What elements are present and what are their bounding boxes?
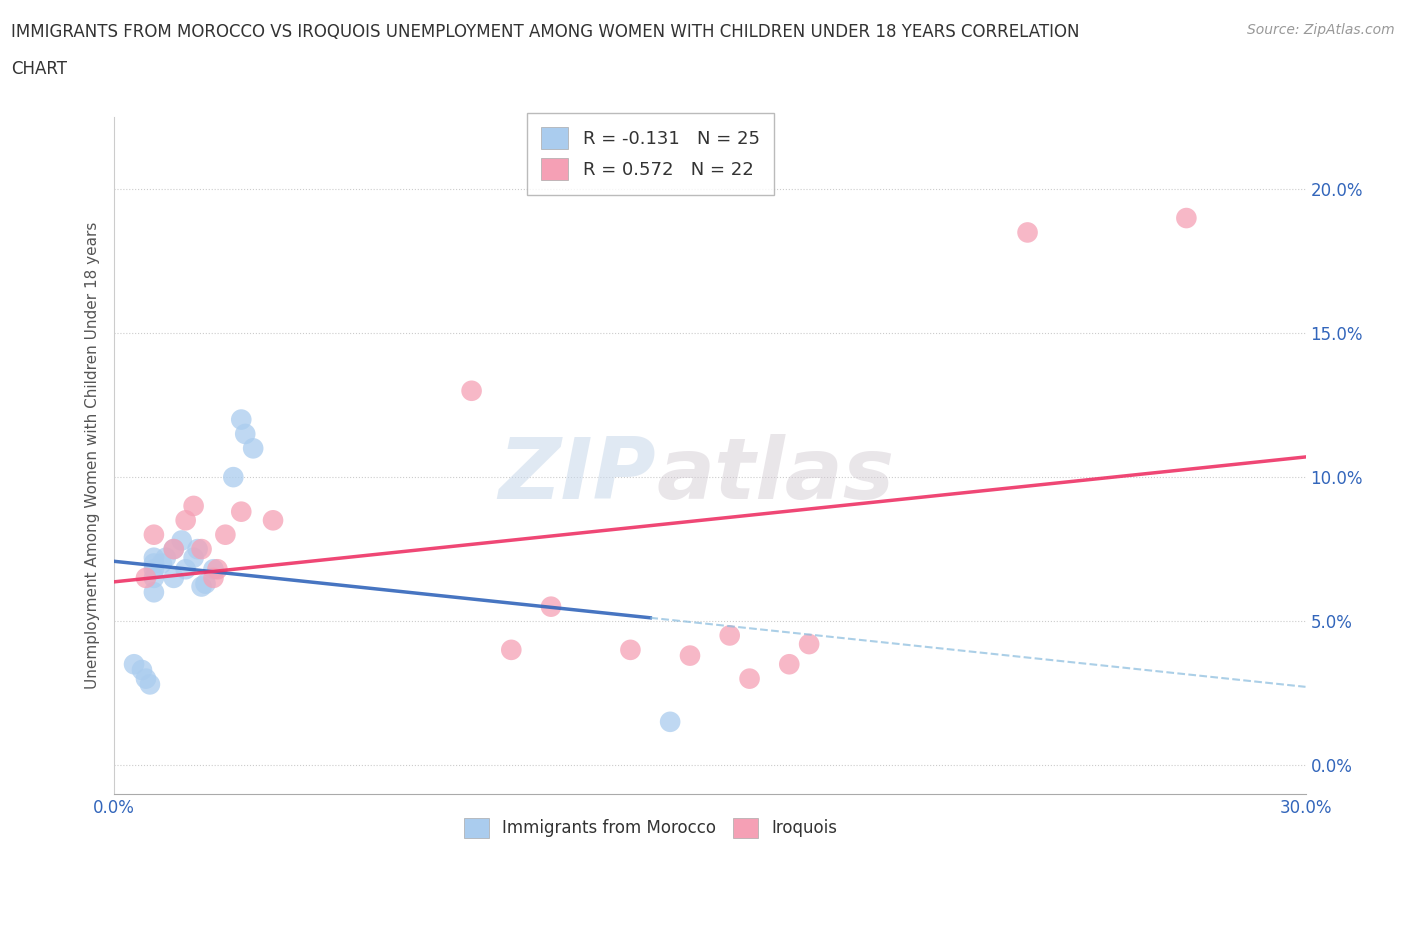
Point (1175, 210, 1198, 225)
Point (778, 657, 800, 671)
Point (540, 599, 562, 614)
Point (163, 541, 186, 556)
Point (187, 541, 209, 556)
Y-axis label: Unemployment Among Women with Children Under 18 years: Unemployment Among Women with Children U… (86, 222, 100, 689)
Point (142, 527, 165, 542)
Point (135, 570, 157, 585)
Point (797, 637, 820, 652)
Point (183, 498, 205, 513)
Text: Source: ZipAtlas.com: Source: ZipAtlas.com (1247, 23, 1395, 37)
Point (460, 383, 482, 398)
Point (619, 643, 641, 658)
Point (190, 579, 212, 594)
Point (207, 562, 229, 577)
Point (738, 671, 761, 686)
Point (170, 533, 193, 548)
Point (202, 570, 225, 585)
Point (222, 470, 245, 485)
Text: atlas: atlas (657, 434, 894, 517)
Point (233, 427, 256, 442)
Point (122, 657, 145, 671)
Point (150, 556, 173, 571)
Text: ZIP: ZIP (499, 434, 657, 517)
Point (142, 585, 165, 600)
Point (231, 412, 253, 427)
Point (242, 441, 264, 456)
Point (142, 570, 165, 585)
Point (718, 628, 741, 643)
Point (174, 562, 197, 577)
Point (501, 643, 523, 658)
Point (1017, 225, 1039, 240)
Point (183, 551, 205, 565)
Point (139, 677, 162, 692)
Legend: Immigrants from Morocco, Iroquois: Immigrants from Morocco, Iroquois (456, 809, 845, 846)
Point (659, 714, 682, 729)
Point (142, 562, 165, 577)
Text: IMMIGRANTS FROM MOROCCO VS IROQUOIS UNEMPLOYMENT AMONG WOMEN WITH CHILDREN UNDER: IMMIGRANTS FROM MOROCCO VS IROQUOIS UNEM… (11, 23, 1080, 41)
Point (174, 512, 197, 527)
Point (214, 527, 236, 542)
Point (131, 662, 153, 677)
Point (202, 562, 225, 577)
Text: CHART: CHART (11, 60, 67, 78)
Point (262, 512, 284, 527)
Point (155, 551, 177, 565)
Point (135, 671, 157, 686)
Point (142, 556, 165, 571)
Point (190, 541, 212, 556)
Point (679, 648, 702, 663)
Point (163, 570, 186, 585)
Point (163, 541, 186, 556)
Point (194, 577, 217, 591)
Point (231, 504, 253, 519)
Point (142, 551, 165, 565)
